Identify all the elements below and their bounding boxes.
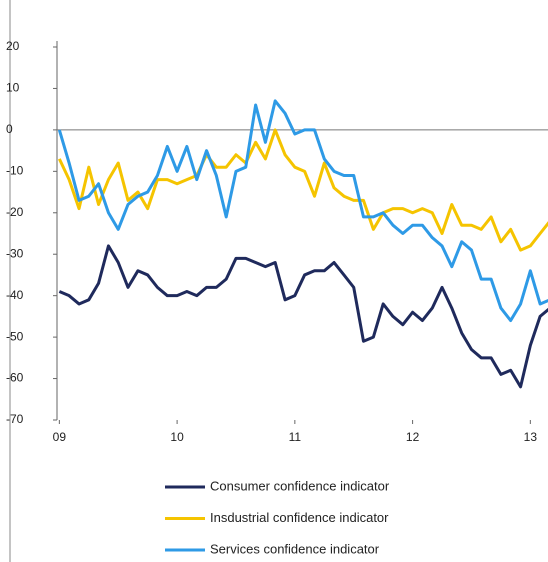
x-tick-label: 11 (289, 430, 302, 444)
y-tick-label: -40 (6, 288, 24, 302)
legend-label: Consumer confidence indicator (210, 478, 390, 493)
y-tick-label: -60 (6, 371, 24, 385)
series-line (58, 244, 548, 389)
y-tick-label: -50 (6, 329, 24, 343)
y-tick-label: 20 (6, 39, 20, 53)
y-tick-label: -30 (6, 246, 24, 260)
legend: Consumer confidence indicator Insdustrial… (165, 478, 390, 556)
x-tick-label: 12 (406, 430, 420, 444)
y-tick-label: -20 (6, 205, 24, 219)
series-line (57, 128, 548, 252)
legend-label: Services confidence indicator (210, 541, 380, 556)
series-line (57, 99, 548, 323)
y-tick-label: -70 (6, 412, 24, 426)
legend-label: Insdustrial confidence indicator (210, 510, 389, 525)
x-tick-label: 09 (53, 430, 67, 444)
x-tick-label: 10 (170, 430, 184, 444)
y-tick-label: 10 (6, 81, 20, 95)
y-tick-label: 0 (6, 122, 13, 136)
x-tick-label: 13 (524, 430, 538, 444)
lines (57, 99, 548, 389)
y-tick-label: -10 (6, 164, 24, 178)
grid: 20 10 0 -10 -20 -30 -40 -50 -60 -70 09 10 11 12 13 (6, 39, 548, 444)
